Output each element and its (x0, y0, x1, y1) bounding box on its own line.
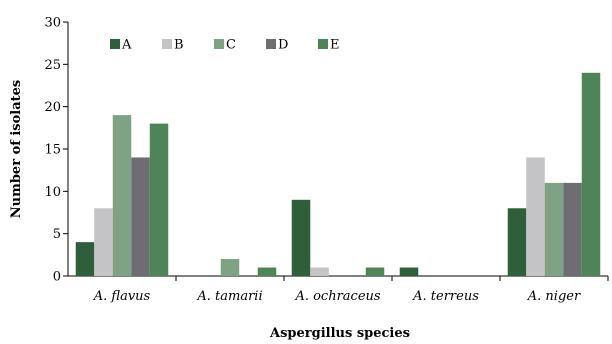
legend-swatch-d (266, 39, 276, 49)
legend-label-e: E (330, 38, 340, 53)
bar-e-5 (581, 72, 601, 276)
x-axis-title: Aspergillus species (269, 326, 410, 341)
legend-swatch-a (110, 39, 120, 49)
legend: A B C D E (110, 38, 340, 53)
x-category-label: A. flavus (93, 289, 151, 304)
y-tick-label: 0 (53, 270, 61, 285)
x-category-label: A. tamarii (196, 289, 262, 304)
y-axis-title: Number of isolates (9, 80, 24, 219)
y-ticks: 0 5 10 15 20 25 30 (44, 16, 68, 285)
legend-label-d: D (278, 38, 288, 53)
bar-c-2 (220, 259, 240, 276)
y-tick-label: 20 (44, 100, 61, 115)
bar-e-2 (257, 267, 277, 276)
legend-swatch-c (214, 39, 224, 49)
bar-b-1 (94, 208, 113, 276)
bar-d-1 (131, 157, 150, 276)
x-category-label: A. ochraceus (294, 289, 380, 304)
legend-label-c: C (226, 38, 236, 53)
bar-e-1 (149, 123, 169, 276)
bar-a-1 (75, 242, 95, 276)
bar-a-3 (291, 199, 311, 276)
y-tick-label: 5 (53, 227, 61, 242)
y-tick-label: 25 (44, 58, 61, 73)
legend-label-b: B (174, 38, 184, 53)
bar-c-1 (112, 115, 132, 276)
bar-c-5 (544, 182, 564, 276)
bar-a-4 (399, 267, 419, 276)
legend-swatch-e (318, 39, 328, 49)
bar-e-3 (365, 267, 385, 276)
bar-a-5 (507, 208, 527, 276)
bar-d-5 (563, 182, 582, 276)
y-tick-label: 15 (44, 143, 61, 158)
bar-b-3 (310, 267, 329, 276)
x-category-label: A. niger (527, 289, 581, 304)
legend-swatch-b (162, 39, 172, 49)
legend-label-a: A (121, 38, 132, 53)
y-tick-label: 10 (44, 185, 61, 200)
bar-b-5 (526, 157, 545, 276)
x-ticks: A. flavus A. tamarii A. ochraceus A. terreu… (93, 276, 609, 304)
y-tick-label: 30 (44, 16, 61, 31)
bars (75, 72, 601, 276)
x-category-label: A. terreus (412, 289, 479, 304)
